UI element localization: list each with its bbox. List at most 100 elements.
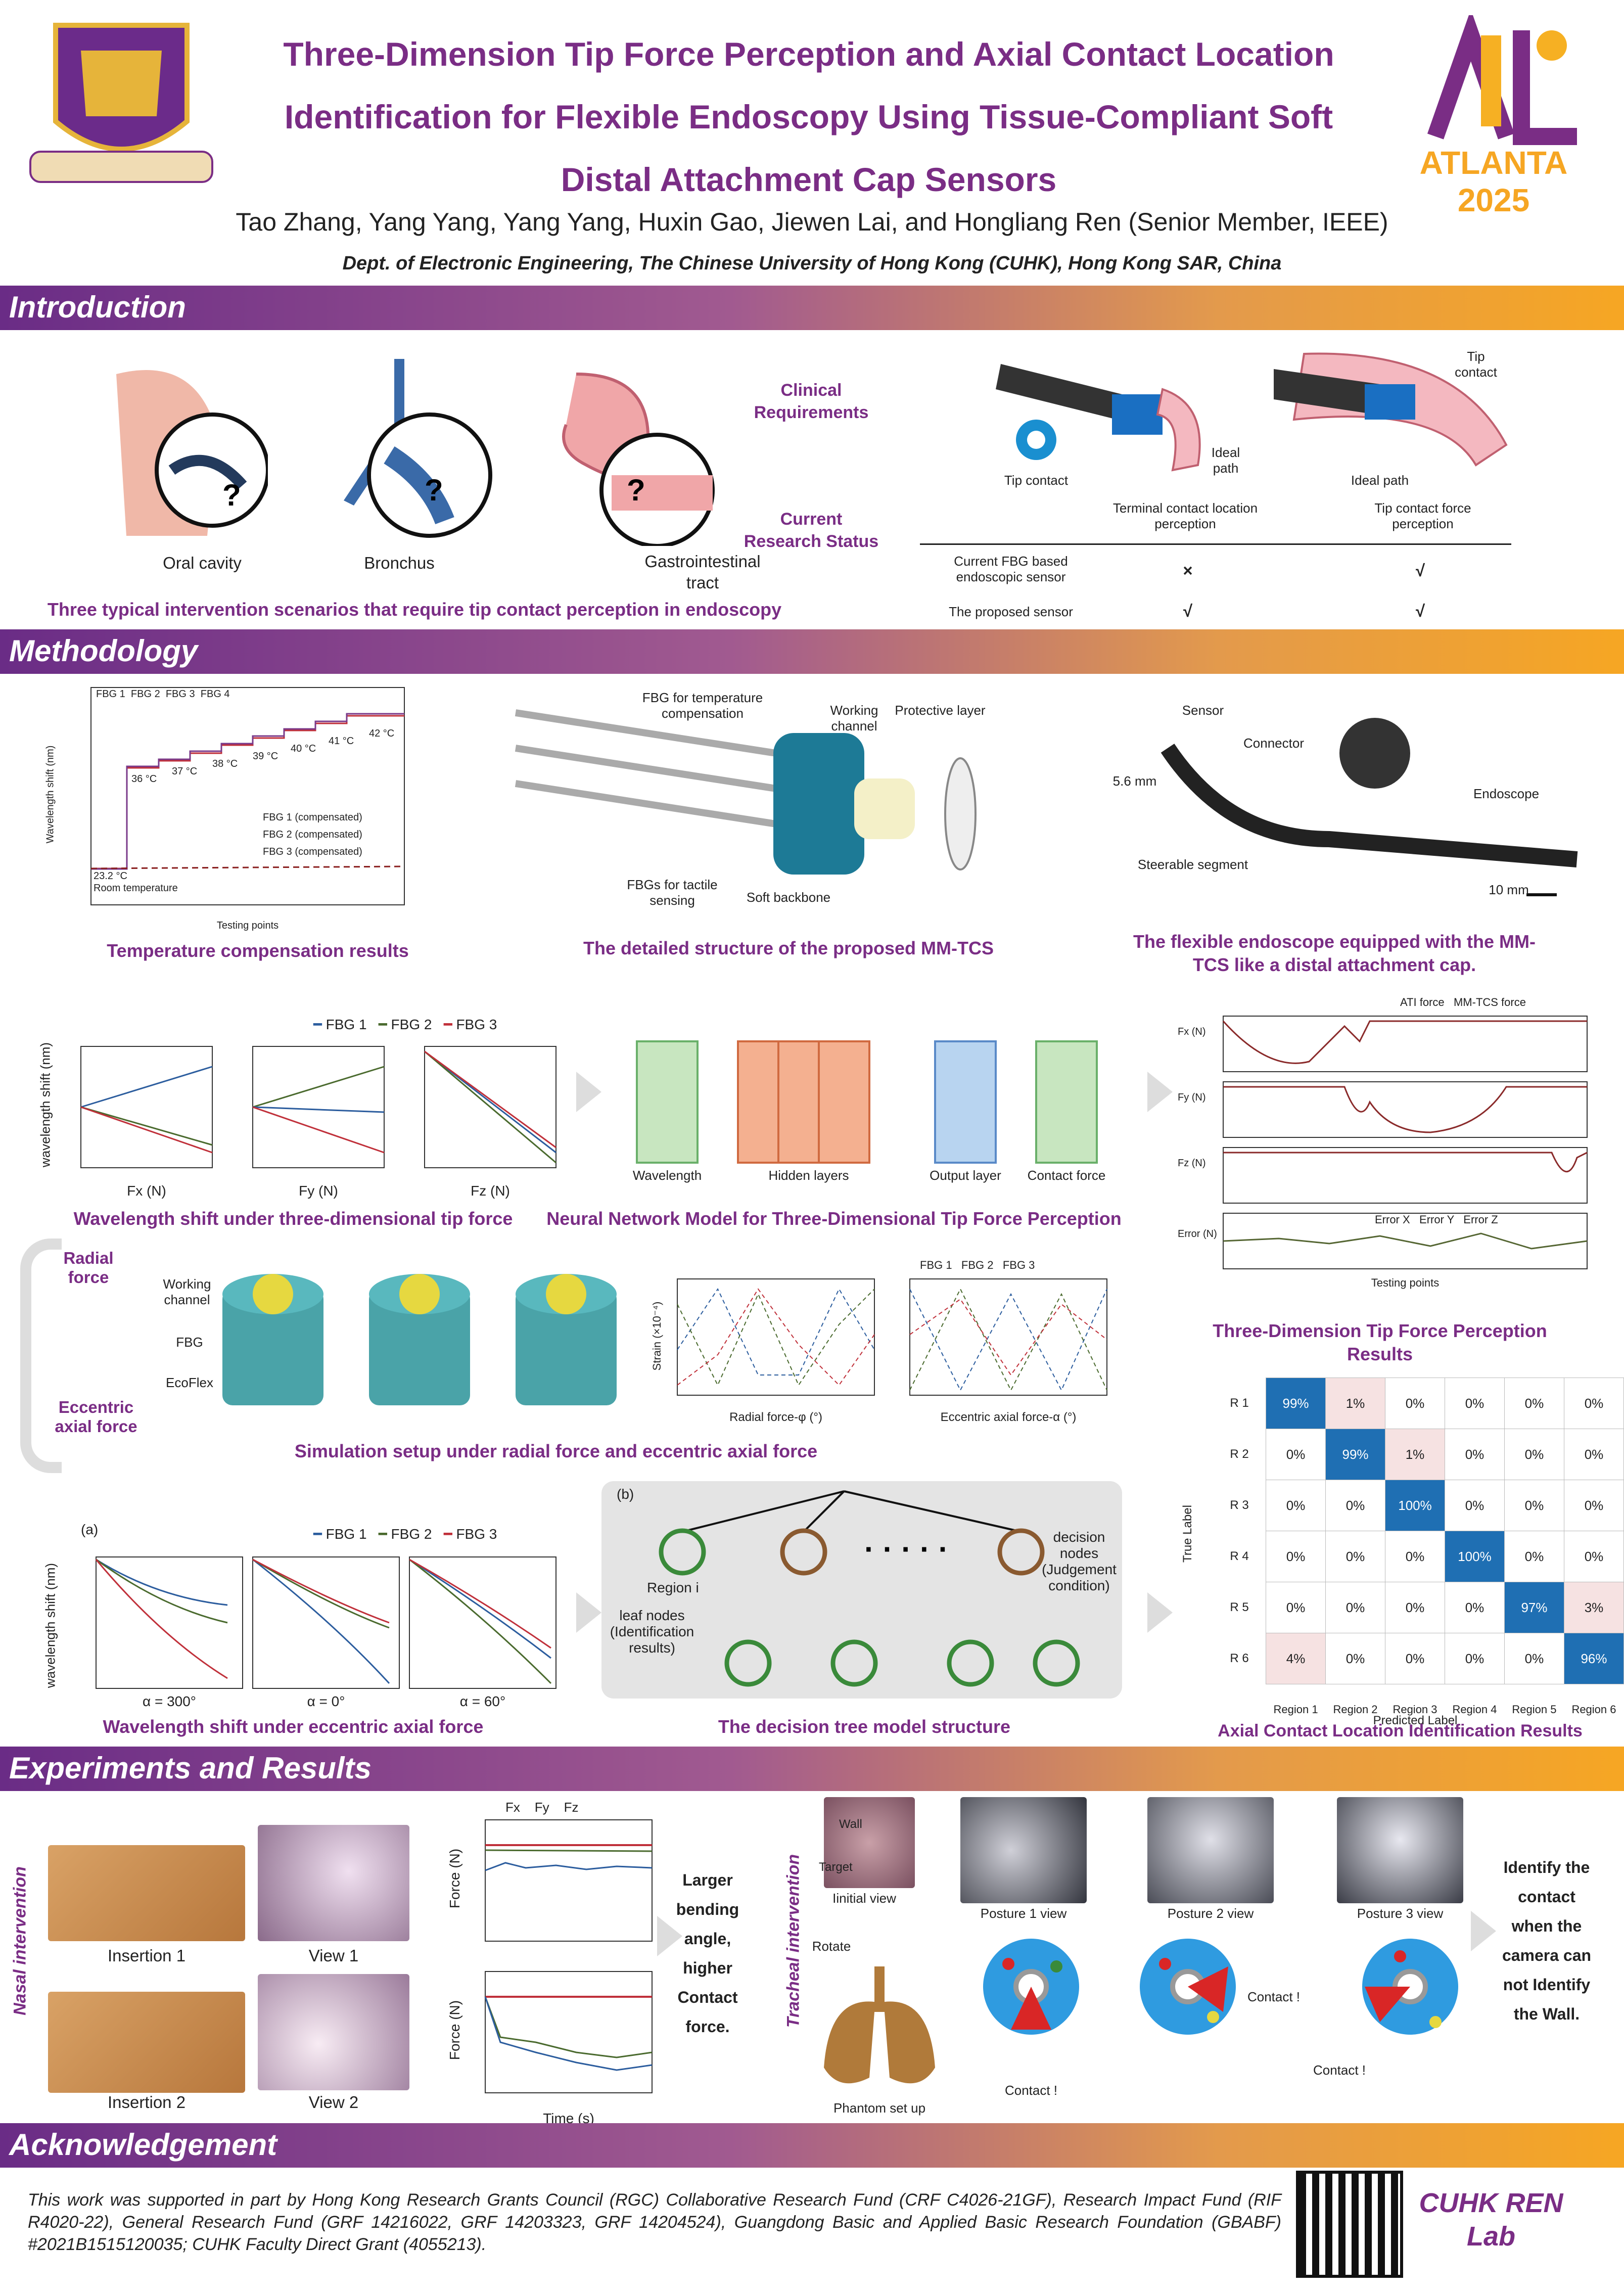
sim-radial-fbg1 — [677, 1288, 875, 1375]
simulation-caption: Simulation setup under radial force and … — [294, 1441, 818, 1461]
temp-legend-compensated: FBG 1 (compensated) FBG 2 (compensated) FB… — [263, 812, 362, 857]
result-fx-line — [1222, 1020, 1587, 1064]
table-header-col1: Terminal contact location perception — [1112, 500, 1258, 531]
conference-badge: ATLANTA 2025 — [1419, 145, 1568, 218]
research-status-label: Current Research Status — [744, 510, 879, 551]
scenario-label: Bronchus — [364, 554, 435, 572]
clinical-requirements-label: Clinical Requirements — [754, 381, 869, 422]
nn-label: Hidden layers — [768, 1168, 849, 1183]
table-cell: √ — [1415, 561, 1425, 580]
force-fz-fbg2 — [424, 1050, 556, 1164]
result-error-line — [1223, 1232, 1588, 1250]
force-fx-fbg1 — [80, 1066, 213, 1108]
tree-tag: (b) — [617, 1486, 634, 1502]
svg-text:?: ? — [627, 473, 645, 507]
force-xlabel: Fy (N) — [299, 1183, 338, 1199]
axial-caption-visible: Axial Contact Location Identification Re… — [1218, 1721, 1583, 1740]
confusion-cell: 97% — [1504, 1582, 1564, 1633]
struct-label: FBG for temperature compensation — [642, 690, 763, 721]
nasal-legend: Fx Fy Fz — [505, 1800, 579, 1815]
confusion-row: R 3 0% 0% 100% 0% 0% 0% — [1213, 1480, 1624, 1531]
confusion-col-labels: Region 1 Region 2 Region 3 Region 4 Region 5… — [1213, 1684, 1624, 1735]
scenario-label: Gastrointestinal tract — [644, 552, 761, 592]
confusion-cell: 100% — [1444, 1531, 1505, 1582]
contact-label: Contact ! — [1313, 2062, 1366, 2078]
result-fz-line — [1223, 1152, 1588, 1173]
struct-label: FBGs for tactile sensing — [627, 877, 718, 908]
posture-label: Posture 2 view — [1167, 1906, 1254, 1921]
confusion-matrix: R 1 99% 1% 0% 0% 0% 0% R 2 0% 99% 1% 0% 0% 0% R 3 0% 0% 1… — [1213, 1378, 1624, 1735]
wavelength-force-charts: ━ FBG 1 ━ FBG 2 ━ FBG 3 wavelength shift… — [30, 1016, 566, 1208]
flow-arrow — [1147, 1592, 1173, 1633]
confusion-cell: 4% — [1266, 1633, 1326, 1684]
nasal-force-charts: Fx Fy Fz Force (N) Force (N) Time (s) — [425, 1800, 657, 2128]
struct-label: Soft backbone — [746, 890, 831, 905]
confusion-row: R 6 4% 0% 0% 0% 0% 96% — [1213, 1633, 1624, 1684]
flow-arrow — [657, 1916, 682, 1956]
ecc-panel-label: α = 300° — [142, 1693, 196, 1709]
confusion-cell: 96% — [1563, 1633, 1624, 1684]
confusion-cell: 0% — [1325, 1480, 1385, 1531]
authors: Tao Zhang, Yang Yang, Yang Yang, Huxin G… — [236, 208, 1388, 236]
temp-label: 41 °C — [329, 736, 354, 747]
posture1-photo — [960, 1797, 1087, 1903]
ecc-300-fbg3 — [95, 1559, 228, 1679]
decision-tree-caption: The decision tree model structure — [718, 1716, 1011, 1737]
temp-series-compensated — [90, 865, 405, 869]
confusion-cell: 0% — [1266, 1429, 1326, 1480]
phantom-label: Phantom set up — [833, 2100, 926, 2116]
ecc-60-fbg3 — [409, 1558, 551, 1649]
table-divider — [920, 543, 1511, 545]
nn-label: Output layer — [930, 1168, 1001, 1183]
section-header-intro: Introduction — [0, 286, 1624, 330]
cuhk-logo — [20, 15, 222, 197]
result-ylabel: Fy (N) — [1178, 1092, 1206, 1103]
ideal-path-label: Ideal path — [1211, 445, 1240, 476]
poster-title: Three-Dimension Tip Force Perception and… — [283, 35, 1334, 198]
force-fx-fbg3 — [80, 1106, 213, 1154]
lab-name: CUHK REN Lab — [1419, 2188, 1563, 2252]
confusion-row-label: R 1 — [1230, 1396, 1249, 1410]
confusion-cell: 0% — [1266, 1531, 1326, 1582]
ecc-legend: ━ FBG 1 ━ FBG 2 ━ FBG 3 — [313, 1526, 497, 1542]
confusion-cell: 0% — [1563, 1429, 1624, 1480]
temperature-chart: FBG 1 FBG 2 FBG 3 FBG 4 FBG 1 (compensat… — [30, 682, 414, 940]
confusion-col-label: Region 3 — [1393, 1703, 1437, 1716]
svg-text:· · · · ·: · · · · · — [864, 1532, 949, 1566]
force-ylabel: wavelength shift (nm) — [37, 1042, 53, 1168]
force-fy-fbg1 — [252, 1106, 385, 1113]
contact-diagram-1 — [981, 1936, 1082, 2037]
flow-arrow — [576, 1592, 601, 1633]
tip-force-figure — [1274, 344, 1526, 475]
confusion-cell: 0% — [1385, 1378, 1445, 1429]
result-legend: ATI force MM-TCS force — [1400, 996, 1526, 1008]
confusion-col-label: Region 4 — [1452, 1703, 1497, 1716]
result-ylabel: Fz (N) — [1178, 1158, 1206, 1169]
result-ylabel: Fx (N) — [1178, 1026, 1206, 1037]
ecc-300-fbg2 — [96, 1558, 228, 1624]
temp-label: 23.2 °C — [94, 870, 127, 882]
confusion-cell: 0% — [1504, 1378, 1564, 1429]
temp-label: 39 °C — [253, 751, 279, 762]
tip-contact-label: Tip contact — [1004, 473, 1069, 488]
scenario-caption: Three typical intervention scenarios tha… — [47, 599, 782, 620]
force-fy-fbg3 — [252, 1106, 385, 1154]
temperature-caption: Temperature compensation results — [107, 940, 409, 961]
section-header-method: Methodology — [0, 629, 1624, 674]
initial-view-photo — [824, 1797, 915, 1888]
target-label: Target — [819, 1860, 853, 1874]
confusion-cell: 0% — [1504, 1429, 1564, 1480]
confusion-cell: 0% — [1325, 1582, 1385, 1633]
ack-text: This work was supported in part by Hong … — [28, 2190, 1281, 2254]
confusion-row-label: R 3 — [1230, 1498, 1249, 1512]
simulation-models — [212, 1269, 627, 1420]
struct-label: Working channel — [830, 703, 878, 733]
tracheal-vertical-label: Tracheal intervention — [783, 1854, 803, 2028]
endoscope-caption: The flexible endoscope equipped with the… — [1133, 931, 1536, 975]
confusion-cell: 0% — [1504, 1531, 1564, 1582]
confusion-row-label: R 2 — [1230, 1447, 1249, 1461]
confusion-cell: 3% — [1563, 1582, 1624, 1633]
temp-xlabel: Testing points — [216, 920, 279, 931]
sim-ylabel: Strain (×10⁻⁴) — [651, 1301, 663, 1371]
force-xlabel: Fx (N) — [127, 1183, 166, 1199]
